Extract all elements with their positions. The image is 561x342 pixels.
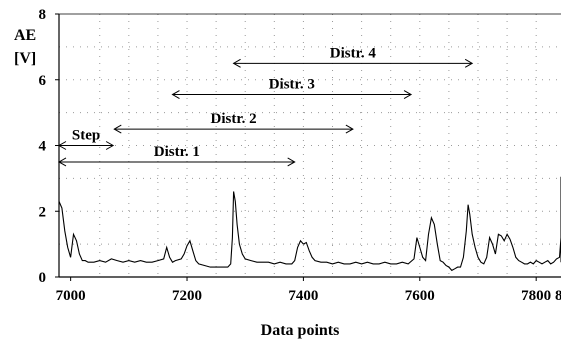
y-axis-label-line2: [V]: [14, 50, 36, 67]
x-axis-label: Data points: [261, 322, 340, 339]
interval-arrowhead-right: [105, 141, 115, 150]
interval-label: Step: [72, 128, 100, 144]
axes: [55, 13, 561, 281]
y-axis-label-line1: AE: [14, 27, 36, 44]
interval-arrowhead-right: [287, 157, 296, 167]
x-tick-label: 7600: [405, 288, 435, 304]
grid-lines: [59, 14, 561, 277]
interval-arrowhead-right: [403, 90, 413, 99]
interval-label: Distr. 1: [154, 144, 200, 160]
x-tick-label: 7000: [56, 288, 86, 304]
series-line: [58, 176, 561, 272]
x-tick-label: 7400: [288, 288, 318, 304]
interval-arrowhead-left: [113, 124, 122, 134]
y-tick-label: 0: [39, 270, 47, 286]
x-tick-label: 7200: [172, 288, 202, 304]
y-tick-label: 6: [39, 73, 47, 89]
interval-arrowhead-left: [57, 157, 67, 167]
x-tick-label: 8: [555, 288, 561, 304]
interval-label: Distr. 4: [330, 45, 377, 61]
y-tick-label: 8: [39, 7, 47, 23]
interval-label: Distr. 2: [211, 111, 257, 127]
y-tick-label: 2: [39, 204, 47, 220]
interval-annotations: Step Distr. 1 Distr. 2 Distr. 3 Distr. 4: [57, 45, 474, 167]
interval-label: Distr. 3: [269, 77, 315, 93]
interval-arrowhead-left: [232, 58, 241, 68]
interval-arrowhead-right: [345, 124, 354, 134]
x-tick-label: 7800: [521, 288, 551, 304]
interval-arrowhead-left: [171, 90, 180, 99]
interval-arrowhead-right: [464, 58, 474, 68]
y-tick-label: 4: [39, 139, 47, 155]
interval-arrowhead-left: [57, 141, 67, 150]
